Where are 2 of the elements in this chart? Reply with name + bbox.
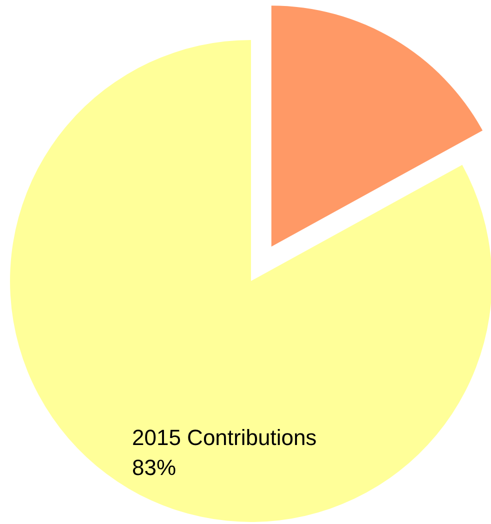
data-label: 83% [132, 455, 176, 480]
slice-label: 2015 Contributions [132, 425, 317, 450]
